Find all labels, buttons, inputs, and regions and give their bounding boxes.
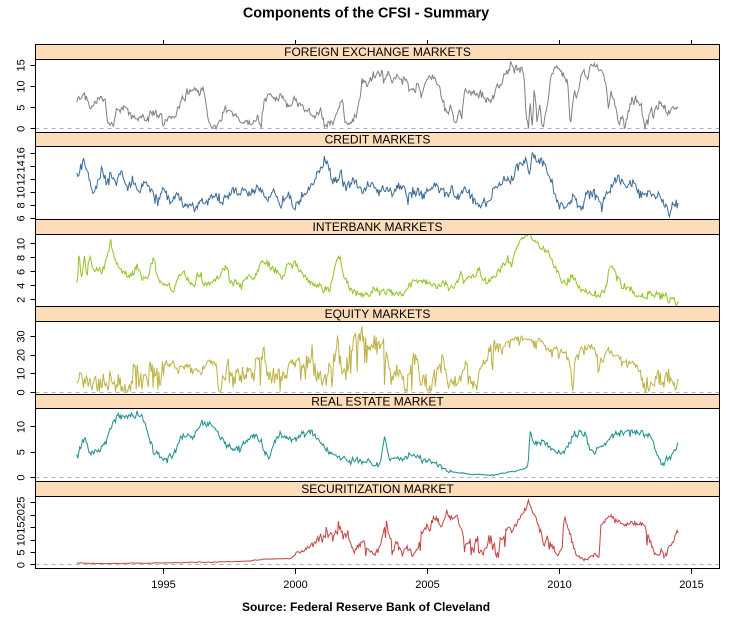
svg-text:EQUITY MARKETS: EQUITY MARKETS xyxy=(325,307,431,321)
svg-text:10: 10 xyxy=(16,238,28,250)
svg-text:10: 10 xyxy=(16,421,28,433)
svg-text:10: 10 xyxy=(16,534,28,546)
svg-text:16: 16 xyxy=(16,147,28,159)
svg-text:Components of the CFSI - Summa: Components of the CFSI - Summary xyxy=(243,6,489,22)
svg-text:14: 14 xyxy=(16,160,28,172)
svg-text:0: 0 xyxy=(16,562,28,568)
svg-text:5: 5 xyxy=(16,549,28,555)
svg-text:5: 5 xyxy=(16,105,28,111)
svg-text:20: 20 xyxy=(16,349,28,361)
svg-text:10: 10 xyxy=(16,80,28,92)
svg-text:CREDIT MARKETS: CREDIT MARKETS xyxy=(325,132,431,146)
svg-text:15: 15 xyxy=(16,521,28,533)
svg-text:0: 0 xyxy=(16,474,28,480)
svg-text:2005: 2005 xyxy=(415,579,439,591)
svg-text:10: 10 xyxy=(16,368,28,380)
svg-text:12: 12 xyxy=(16,173,28,185)
svg-text:FOREIGN EXCHANGE MARKETS: FOREIGN EXCHANGE MARKETS xyxy=(284,45,471,59)
svg-text:8: 8 xyxy=(16,255,28,261)
svg-text:2010: 2010 xyxy=(547,579,571,591)
svg-text:0: 0 xyxy=(16,126,28,132)
svg-text:1995: 1995 xyxy=(151,579,175,591)
svg-text:4: 4 xyxy=(16,283,28,289)
svg-text:5: 5 xyxy=(16,449,28,455)
svg-text:6: 6 xyxy=(16,269,28,275)
svg-text:6: 6 xyxy=(16,215,28,221)
svg-text:2000: 2000 xyxy=(283,579,307,591)
svg-text:10: 10 xyxy=(16,186,28,198)
svg-text:2015: 2015 xyxy=(679,579,703,591)
svg-text:25: 25 xyxy=(16,497,28,509)
svg-text:SECURITIZATION MARKET: SECURITIZATION MARKET xyxy=(301,482,454,496)
svg-text:15: 15 xyxy=(16,59,28,71)
svg-text:30: 30 xyxy=(16,330,28,342)
svg-text:20: 20 xyxy=(16,509,28,521)
svg-text:2: 2 xyxy=(16,297,28,303)
svg-text:REAL ESTATE MARKET: REAL ESTATE MARKET xyxy=(311,394,444,408)
svg-text:0: 0 xyxy=(16,389,28,395)
svg-text:INTERBANK MARKETS: INTERBANK MARKETS xyxy=(312,220,442,234)
svg-text:Source: Federal Reserve Bank o: Source: Federal Reserve Bank of Clevelan… xyxy=(242,600,490,614)
svg-text:8: 8 xyxy=(16,202,28,208)
